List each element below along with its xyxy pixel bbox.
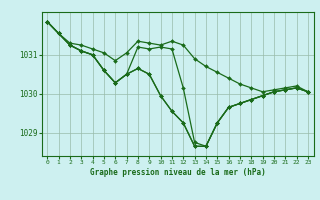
- X-axis label: Graphe pression niveau de la mer (hPa): Graphe pression niveau de la mer (hPa): [90, 168, 266, 177]
